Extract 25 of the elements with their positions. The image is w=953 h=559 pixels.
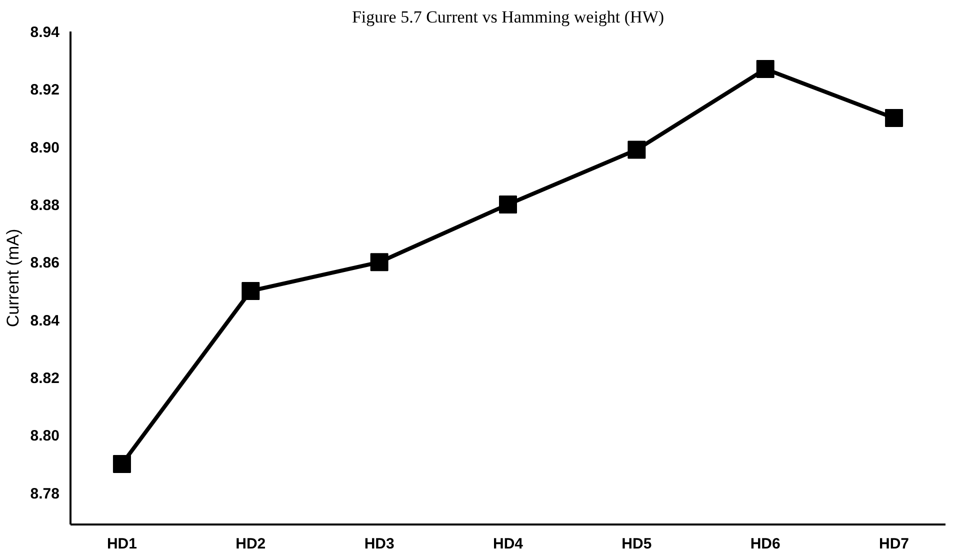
- point: [370, 253, 388, 272]
- x-tick-label: HD4: [492, 536, 524, 552]
- y-tick-label: 8.94: [30, 24, 60, 41]
- x-tick-label: HD6: [750, 536, 780, 552]
- point: [242, 282, 260, 300]
- point: [756, 60, 774, 78]
- x-tick-label: HD1: [106, 536, 137, 552]
- x-tick-label: HD5: [622, 536, 652, 552]
- x-tick-label: HD7: [879, 536, 910, 552]
- point: [885, 108, 904, 127]
- point: [628, 140, 646, 159]
- x-tick-label: HD2: [236, 536, 266, 552]
- y-tick-label: 8.84: [30, 312, 60, 330]
- y-tick-label: 8.88: [30, 196, 60, 214]
- point: [499, 195, 517, 214]
- y-tick-label: 8.82: [30, 370, 60, 387]
- y-tick-label: 8.92: [30, 82, 60, 99]
- y-tick-label: 8.78: [30, 485, 60, 502]
- y-tick-label: 8.86: [30, 254, 60, 272]
- point: [112, 454, 131, 473]
- chart-title: Figure 5.7 Current vs Hamming weight (HW): [352, 8, 664, 26]
- y-tick-label: 8.80: [30, 428, 60, 445]
- y-axis-title: Current (mA): [3, 228, 22, 328]
- y-tick-label: 8.90: [30, 139, 60, 156]
- x-tick-label: HD3: [364, 536, 394, 552]
